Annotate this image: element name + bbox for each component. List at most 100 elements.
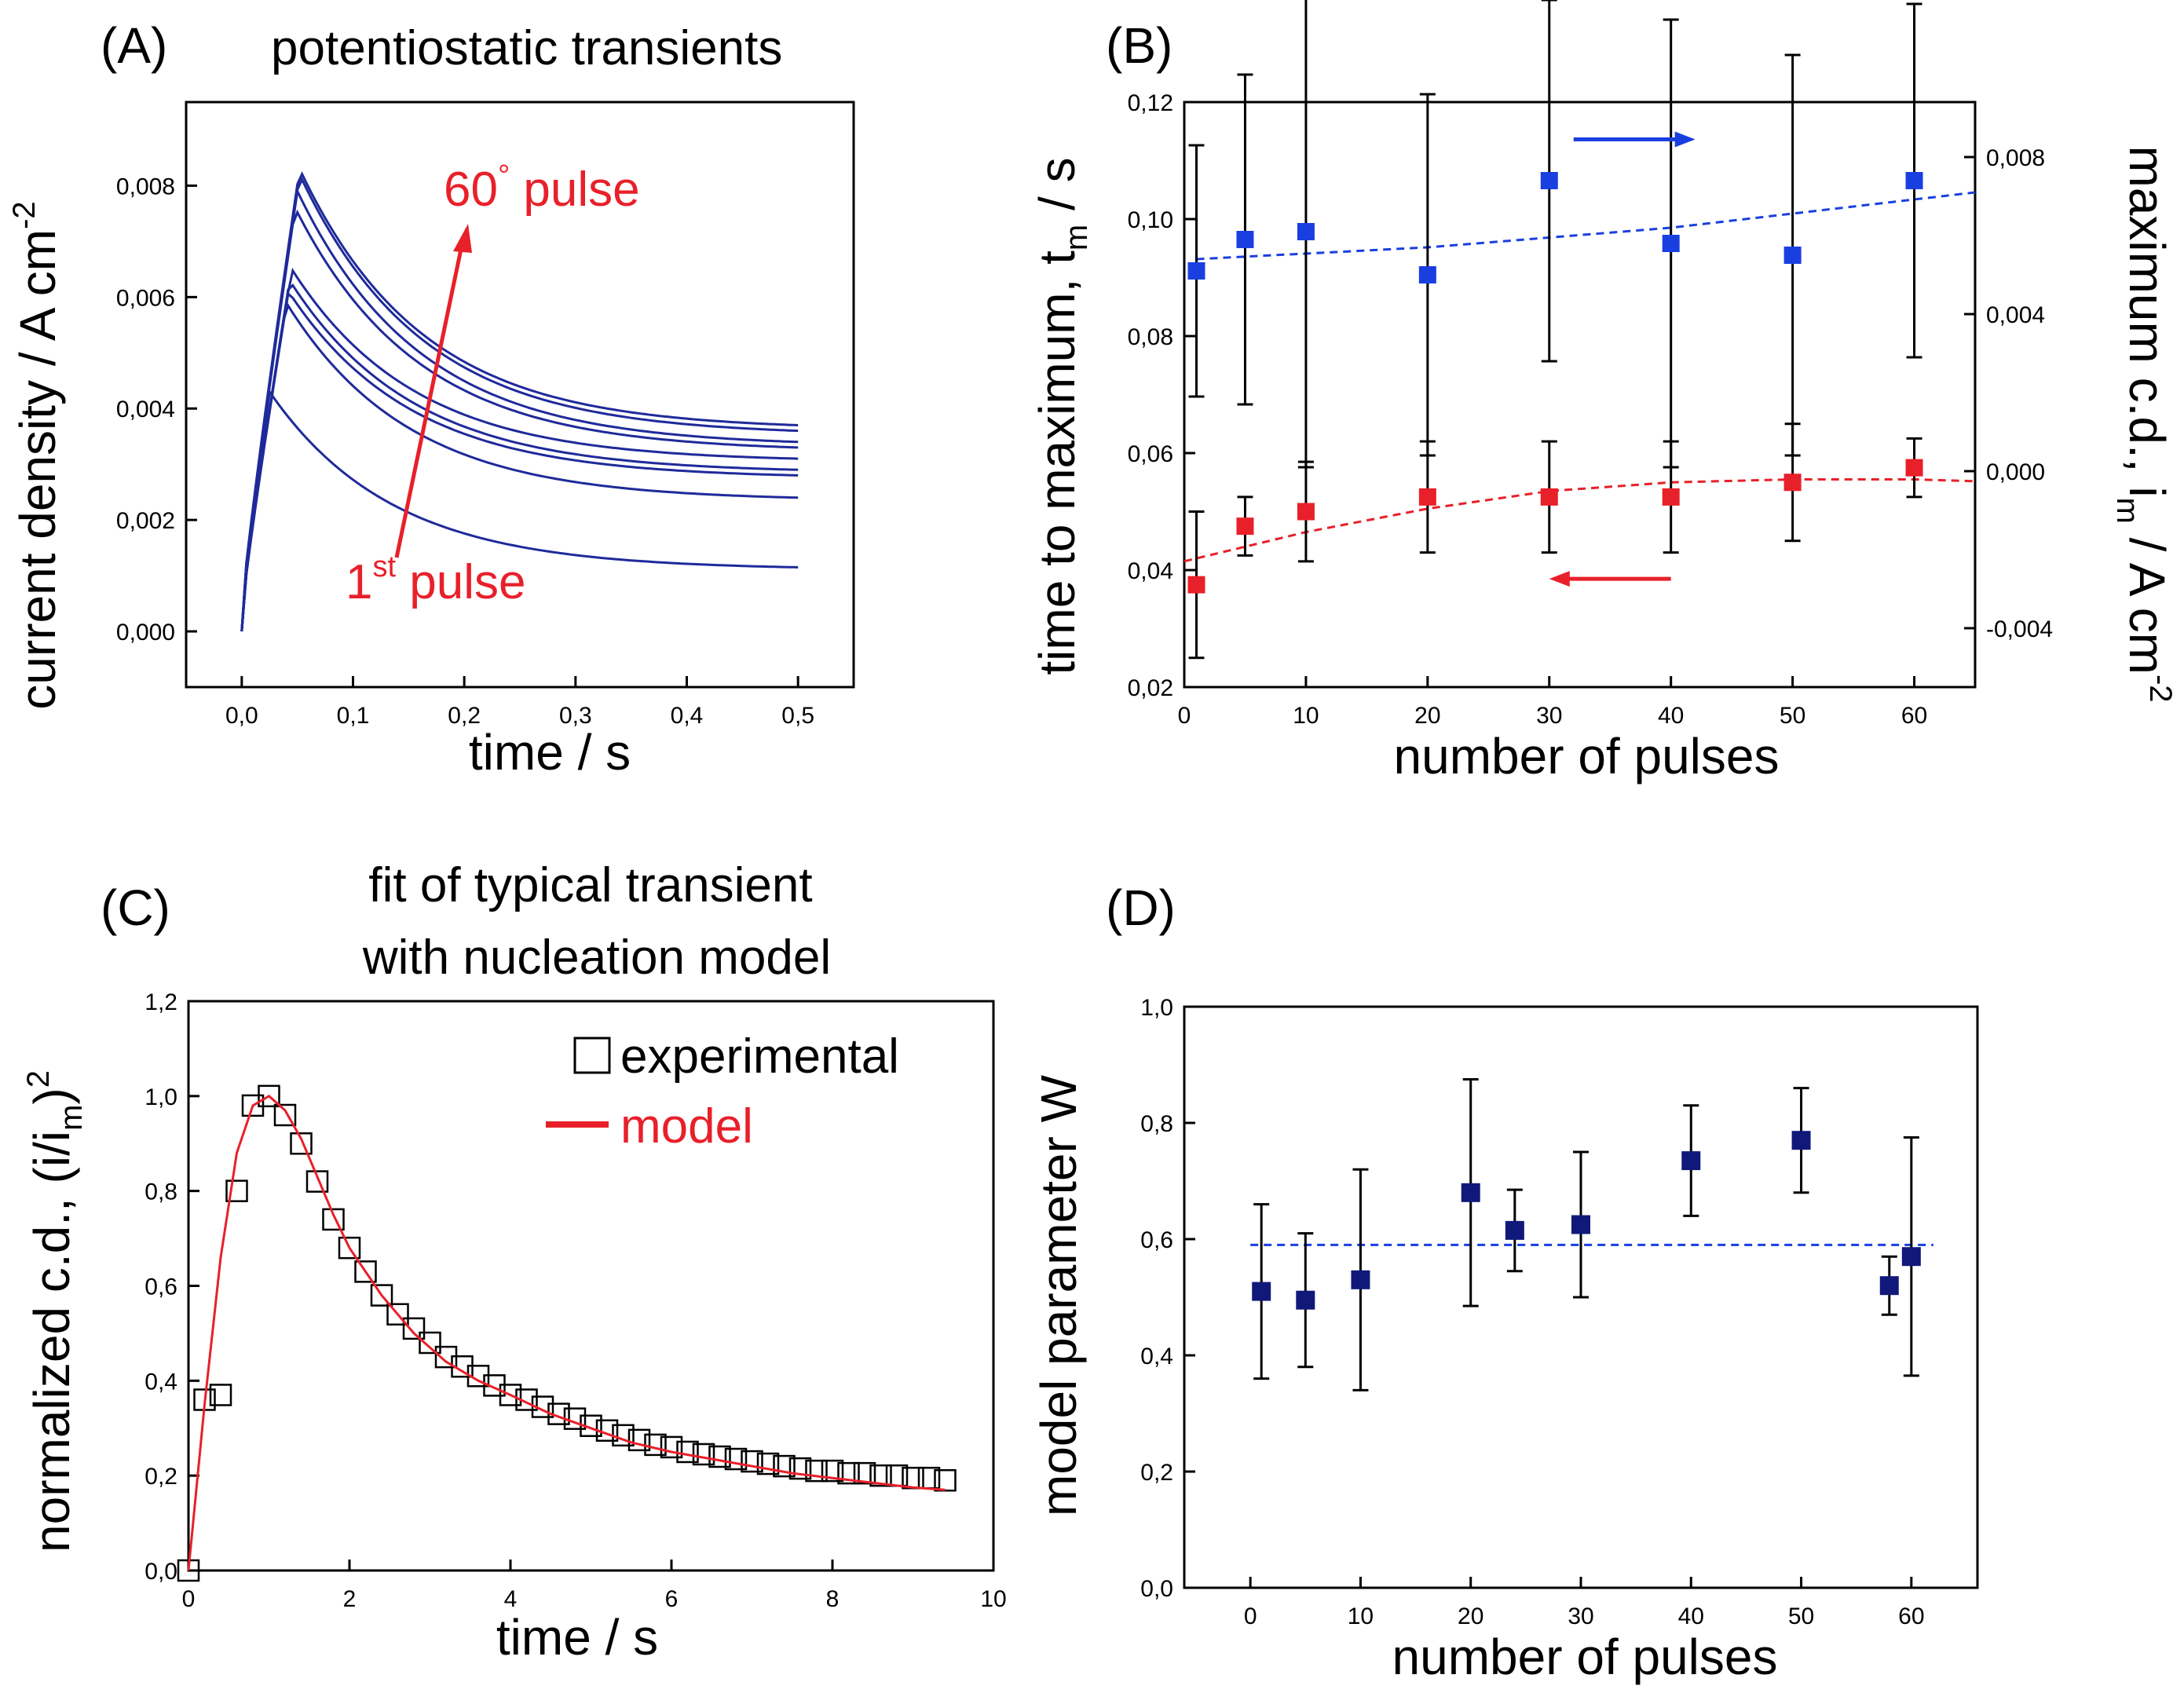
panel-b-left-y-tick-label: 0,06 (1128, 441, 1173, 467)
panel-a-x-tick-label: 0,4 (671, 703, 704, 729)
panel-b-time-to-max-point (1418, 488, 1436, 506)
panel-c-experimental-point (402, 1317, 426, 1340)
panel-d-w-point (1791, 1131, 1811, 1150)
panel-b-x-tick-label: 50 (1780, 703, 1805, 729)
panel-a-x-tick-label: 0,1 (337, 703, 370, 729)
panel-a-title: potentiostatic transients (271, 21, 782, 75)
panel-a-transient-line (240, 291, 799, 632)
panel-b-left-y-tick-label: 0,04 (1128, 558, 1173, 584)
panel-b-right-y-tick-label: 0,008 (1986, 145, 2045, 171)
panel-b-left-y-tick-label: 0,08 (1128, 324, 1173, 350)
panel-b-left-y-tick-label: 0,12 (1128, 90, 1173, 116)
panel-d-w-point (1571, 1215, 1590, 1234)
panel-b-right-y-tick-label: 0,000 (1986, 459, 2045, 485)
panel-b-right-y-axis-label: maximum c.d., im / A cm-2 (2110, 145, 2178, 702)
panel-d: (D) 0 10 20 30 40 50 60 0,0 0,2 0,4 0,6 0,8 1,0 numb… (1030, 879, 1979, 1685)
panel-b: (B) 0 10 20 30 40 50 60 0,02 0,04 0,06 0,08 0,10 0,1… (1029, 0, 2178, 784)
panel-c-x-tick-label: 4 (504, 1586, 518, 1612)
panel-d-y-axis-label: model parameter W (1030, 1074, 1087, 1516)
panel-d-x-tick-label: 50 (1788, 1603, 1814, 1629)
panel-c-experimental-point (773, 1454, 796, 1478)
panel-b-x-tick-label: 0 (1178, 703, 1191, 729)
panel-b-x-tick-label: 30 (1536, 703, 1562, 729)
panel-b-x-tick-label: 40 (1658, 703, 1684, 729)
panel-d-w-point (1351, 1270, 1370, 1289)
panel-c-y-tick-label: 1,0 (145, 1084, 177, 1110)
panel-b-max-cd-point (1905, 172, 1923, 189)
panel-a-y-tick-label: 0,004 (116, 397, 175, 422)
panel-a-label: (A) (101, 17, 167, 74)
panel-c-y-tick-label: 0,4 (145, 1369, 177, 1395)
panel-b-time-to-max-point (1187, 576, 1205, 594)
panel-a-y-tick-label: 0,006 (116, 285, 175, 311)
panel-c-y-tick-label: 0,2 (145, 1464, 177, 1490)
panel-c-label: (C) (101, 879, 170, 936)
panel-a-pulse-arrowhead (453, 224, 472, 253)
panel-c-title-line-2: with nucleation model (362, 931, 831, 985)
panel-d-w-point (1461, 1183, 1480, 1202)
panel-d-x-tick-label: 30 (1568, 1603, 1593, 1629)
panel-a-transient-line (240, 171, 799, 632)
panel-b-max-cd-point (1418, 266, 1436, 283)
panel-b-plot-frame (1183, 101, 1977, 689)
panel-b-max-cd-point (1662, 235, 1680, 252)
panel-b-time-to-max-point (1905, 459, 1923, 477)
panel-c-experimental-point (258, 1084, 280, 1108)
panel-c-experimental-point (322, 1208, 345, 1231)
panel-d-w-point (1296, 1290, 1315, 1310)
panel-c-experimental-point (756, 1452, 780, 1475)
panel-a-y-tick-label: 0,000 (116, 620, 175, 645)
panel-b-left-y-tick-label: 0,02 (1128, 675, 1173, 701)
panel-c-y-axis-label: normalized c.d., (i/im)2 (21, 1070, 89, 1552)
panel-c-experimental-point (305, 1170, 329, 1193)
panel-b-right-y-tick-label: 0,004 (1986, 302, 2045, 328)
panel-c-x-tick-label: 0 (182, 1586, 196, 1612)
panel-c-x-tick-label: 10 (980, 1586, 1006, 1612)
panel-b-right-y-tick-label: -0,004 (1986, 616, 2053, 642)
panel-c-experimental-point (273, 1103, 297, 1127)
panel-c-experimental-point (805, 1459, 828, 1483)
panel-d-y-tick-label: 1,0 (1140, 995, 1173, 1021)
panel-a-transient-line (240, 177, 799, 632)
panel-a-y-tick-label: 0,008 (116, 174, 175, 199)
panel-c-experimental-point (869, 1464, 892, 1487)
panel-c-experimental-point (515, 1388, 538, 1411)
panel-b-axis-arrowhead (1549, 571, 1570, 587)
panel-b-x-tick-label: 10 (1293, 703, 1319, 729)
panel-c-model-line (187, 1094, 946, 1571)
panel-c-experimental-point (853, 1461, 876, 1485)
panel-a-60-pulse-label: 60° pulse (444, 159, 640, 217)
panel-a-x-tick-label: 0,0 (225, 703, 258, 729)
panel-c-experimental-point (225, 1179, 248, 1202)
panel-a-pulse-arrow (394, 237, 466, 558)
panel-b-x-tick-label: 20 (1414, 703, 1440, 729)
panel-c-experimental-point (419, 1331, 441, 1355)
panel-a-x-tick-label: 0,5 (781, 703, 814, 729)
panel-d-x-tick-label: 10 (1348, 1603, 1374, 1629)
panel-c-y-tick-label: 1,2 (145, 989, 177, 1015)
panel-d-x-tick-label: 40 (1678, 1603, 1704, 1629)
panel-c-experimental-point (370, 1284, 393, 1307)
panel-d-w-point (1879, 1276, 1899, 1296)
panel-b-max-cd-point (1236, 231, 1254, 248)
panel-b-left-y-tick-label: 0,10 (1128, 207, 1173, 233)
panel-d-w-point (1505, 1220, 1524, 1240)
panel-d-w-point (1252, 1282, 1271, 1301)
panel-c-experimental-point (499, 1384, 522, 1406)
panel-b-max-cd-point (1297, 223, 1315, 240)
panel-b-label: (B) (1106, 17, 1172, 74)
panel-d-w-point (1901, 1247, 1921, 1267)
panel-a-x-tick-label: 0,3 (559, 703, 592, 729)
panel-c-y-tick-label: 0,6 (145, 1274, 177, 1300)
panel-c-experimental-point (837, 1461, 860, 1485)
panel-c-experimental-point (338, 1236, 361, 1260)
panel-b-time-to-max-point (1662, 488, 1680, 506)
panel-a-transient-line (240, 187, 799, 632)
panel-a-plot-frame (185, 101, 855, 689)
panel-c-title-line-1: fit of typical transient (368, 858, 812, 912)
panel-c-experimental-point (386, 1303, 409, 1326)
panel-b-time-to-max-point (1297, 503, 1315, 521)
panel-c-experimental-point (692, 1443, 715, 1466)
panel-a: (A) potentiostatic transients 0,0 0,1 0,2 0… (7, 17, 855, 781)
